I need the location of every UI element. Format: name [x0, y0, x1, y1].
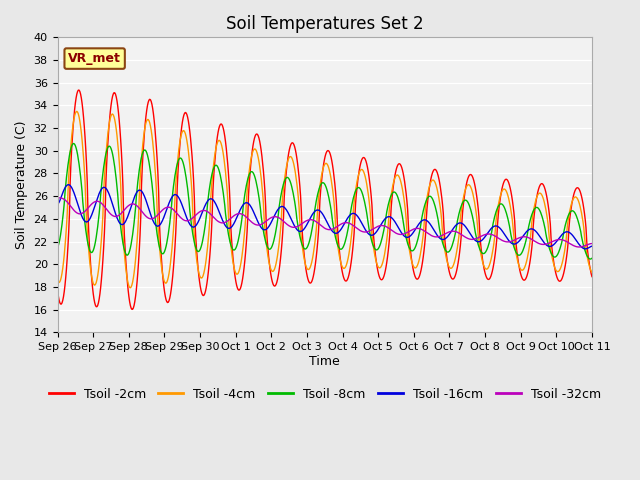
Tsoil -32cm	[63, 199, 71, 205]
Line: Tsoil -2cm: Tsoil -2cm	[58, 90, 592, 309]
Tsoil -4cm	[174, 155, 182, 160]
Tsoil -32cm	[173, 210, 180, 216]
Tsoil -8cm	[119, 240, 127, 246]
Tsoil -8cm	[588, 255, 596, 261]
Tsoil -4cm	[73, 108, 81, 114]
Line: Tsoil -4cm: Tsoil -4cm	[58, 111, 592, 288]
Tsoil -32cm	[201, 208, 209, 214]
Y-axis label: Soil Temperature (C): Soil Temperature (C)	[15, 120, 28, 249]
Tsoil -4cm	[588, 269, 596, 275]
Tsoil -32cm	[575, 244, 583, 250]
Tsoil -2cm	[74, 87, 82, 93]
Tsoil -4cm	[127, 285, 134, 291]
Tsoil -16cm	[54, 201, 61, 207]
Tsoil -8cm	[390, 189, 398, 195]
Tsoil -4cm	[119, 232, 127, 238]
Tsoil -16cm	[588, 243, 596, 249]
X-axis label: Time: Time	[309, 355, 340, 368]
Legend: Tsoil -2cm, Tsoil -4cm, Tsoil -8cm, Tsoil -16cm, Tsoil -32cm: Tsoil -2cm, Tsoil -4cm, Tsoil -8cm, Tsoi…	[44, 383, 606, 406]
Tsoil -2cm	[54, 288, 61, 293]
Tsoil -2cm	[63, 255, 71, 261]
Tsoil -8cm	[406, 246, 413, 252]
Tsoil -16cm	[119, 221, 127, 227]
Tsoil -16cm	[63, 182, 71, 188]
Tsoil -8cm	[202, 221, 209, 227]
Text: VR_met: VR_met	[68, 52, 121, 65]
Tsoil -4cm	[202, 256, 210, 262]
Line: Tsoil -32cm: Tsoil -32cm	[58, 198, 592, 247]
Tsoil -32cm	[588, 240, 596, 246]
Tsoil -2cm	[588, 274, 596, 279]
Tsoil -4cm	[63, 211, 71, 217]
Tsoil -16cm	[202, 202, 209, 208]
Tsoil -32cm	[390, 229, 397, 235]
Tsoil -8cm	[54, 245, 61, 251]
Tsoil -8cm	[587, 256, 595, 262]
Tsoil -32cm	[405, 228, 413, 234]
Tsoil -8cm	[63, 168, 71, 174]
Tsoil -16cm	[173, 192, 181, 198]
Tsoil -8cm	[70, 141, 77, 146]
Line: Tsoil -16cm: Tsoil -16cm	[58, 185, 592, 249]
Tsoil -2cm	[391, 172, 399, 178]
Tsoil -2cm	[128, 306, 136, 312]
Title: Soil Temperatures Set 2: Soil Temperatures Set 2	[226, 15, 424, 33]
Tsoil -32cm	[54, 195, 61, 201]
Line: Tsoil -8cm: Tsoil -8cm	[58, 144, 592, 259]
Tsoil -2cm	[119, 183, 127, 189]
Tsoil -4cm	[407, 254, 415, 260]
Tsoil -16cm	[390, 218, 398, 224]
Tsoil -8cm	[173, 161, 181, 167]
Tsoil -4cm	[391, 175, 399, 180]
Tsoil -16cm	[406, 233, 413, 239]
Tsoil -16cm	[581, 246, 589, 252]
Tsoil -32cm	[118, 209, 126, 215]
Tsoil -16cm	[65, 182, 72, 188]
Tsoil -4cm	[54, 277, 61, 283]
Tsoil -2cm	[407, 249, 415, 255]
Tsoil -2cm	[202, 285, 210, 291]
Tsoil -2cm	[174, 170, 182, 176]
